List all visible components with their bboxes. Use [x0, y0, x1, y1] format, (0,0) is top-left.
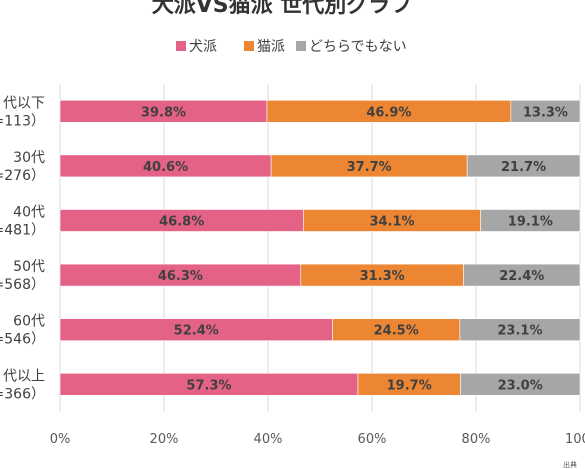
- data-label-2-1: 46.9%: [366, 105, 411, 120]
- legend-swatch-1: [176, 41, 186, 51]
- value-axis: 0% 20% 40% 60% 80% 100%: [50, 432, 585, 447]
- source-note: 出典: [563, 460, 577, 469]
- data-label-1-4: 46.3%: [158, 269, 203, 284]
- legend-label-3: どちらでもない: [309, 39, 407, 55]
- x-tick-label-1: 0%: [50, 432, 71, 447]
- legend-label-1: 犬派: [189, 39, 217, 55]
- category-label-1: 代以下: [3, 95, 45, 111]
- x-tick-label-2: 20%: [150, 432, 179, 447]
- category-sublabel-6: =366）: [0, 386, 45, 402]
- legend-swatch-3: [296, 41, 306, 51]
- data-label-1-5: 52.4%: [174, 324, 219, 339]
- data-label-3-3: 19.1%: [508, 215, 553, 230]
- x-tick-label-3: 40%: [254, 432, 283, 447]
- data-label-3-1: 13.3%: [523, 105, 568, 120]
- data-label-3-2: 21.7%: [501, 160, 546, 175]
- category-label-4: 50代: [13, 259, 45, 275]
- plot-area: 39.8% 46.9% 13.3% 40.6% 37.7% 21.7% 46.8% 34.1%…: [59, 100, 581, 396]
- category-sublabel-5: n=546）: [0, 332, 45, 348]
- data-label-1-2: 40.6%: [143, 160, 188, 175]
- bar-3-5: [459, 318, 581, 342]
- category-label-6: 代以上: [3, 368, 45, 384]
- data-label-3-4: 22.4%: [499, 269, 544, 284]
- data-label-3-5: 23.1%: [497, 324, 542, 339]
- category-label-2: 30代: [13, 150, 45, 166]
- bar-3-6: [460, 372, 581, 396]
- category-axis: 代以下 =113） 30代 n=276） 40代 n=481） 50代 n=568） 60代 n=…: [0, 95, 45, 402]
- x-tick-label-4: 60%: [358, 432, 387, 447]
- data-label-1-1: 39.8%: [141, 105, 186, 120]
- category-label-3: 40代: [13, 205, 45, 221]
- legend-swatch-2: [244, 41, 254, 51]
- category-sublabel-2: n=276）: [0, 168, 45, 184]
- data-label-2-5: 24.5%: [374, 324, 419, 339]
- data-label-2-6: 19.7%: [387, 378, 432, 393]
- category-sublabel-3: n=481）: [0, 223, 45, 239]
- bar-3-1: [510, 100, 581, 123]
- bar-3-3: [480, 209, 581, 232]
- legend-label-2: 猫派: [257, 39, 285, 55]
- x-tick-label-6: 100%: [565, 432, 585, 447]
- gridlines: [59, 84, 581, 412]
- category-sublabel-4: n=568）: [0, 277, 45, 293]
- bar-3-2: [466, 154, 581, 178]
- chart-legend: 犬派 猫派 どちらでもない: [176, 39, 407, 55]
- data-label-2-2: 37.7%: [347, 160, 392, 175]
- chart-title: 犬派VS猫派 世代別グラフ: [152, 0, 413, 18]
- category-sublabel-1: =113）: [0, 113, 45, 129]
- data-label-2-4: 31.3%: [360, 269, 405, 284]
- x-tick-label-5: 80%: [462, 432, 491, 447]
- bar-3-4: [463, 263, 581, 287]
- data-label-2-3: 34.1%: [369, 215, 414, 230]
- category-label-5: 60代: [13, 314, 45, 330]
- data-label-3-6: 23.0%: [498, 378, 543, 393]
- data-label-1-6: 57.3%: [186, 378, 231, 393]
- data-label-1-3: 46.8%: [159, 215, 204, 230]
